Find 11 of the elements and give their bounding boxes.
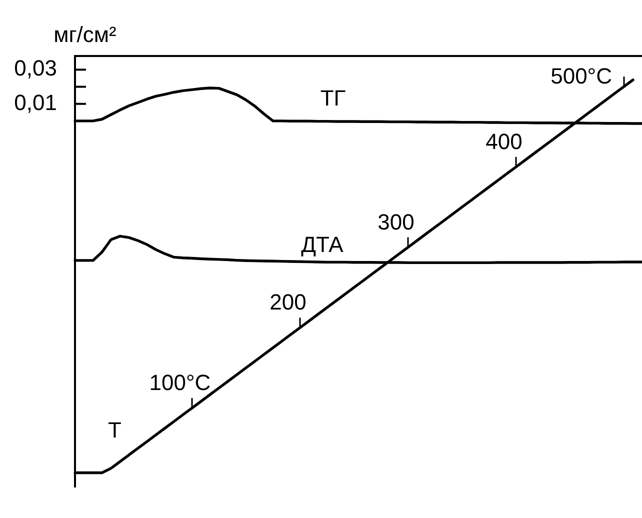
- data-label: 400: [486, 128, 522, 154]
- data-label: 200: [270, 290, 306, 315]
- series-label: T: [108, 417, 122, 442]
- series-label: ТГ: [320, 86, 346, 111]
- y-tick-label: 0,01: [14, 90, 57, 115]
- data-label: 300: [378, 209, 414, 234]
- data-label: 500°C: [550, 64, 612, 89]
- y-tick-label: 0,03: [14, 56, 57, 81]
- data-label: 100°C: [149, 370, 211, 396]
- y-axis-title: мг/см²: [54, 22, 116, 47]
- series-label: ДТА: [301, 232, 344, 258]
